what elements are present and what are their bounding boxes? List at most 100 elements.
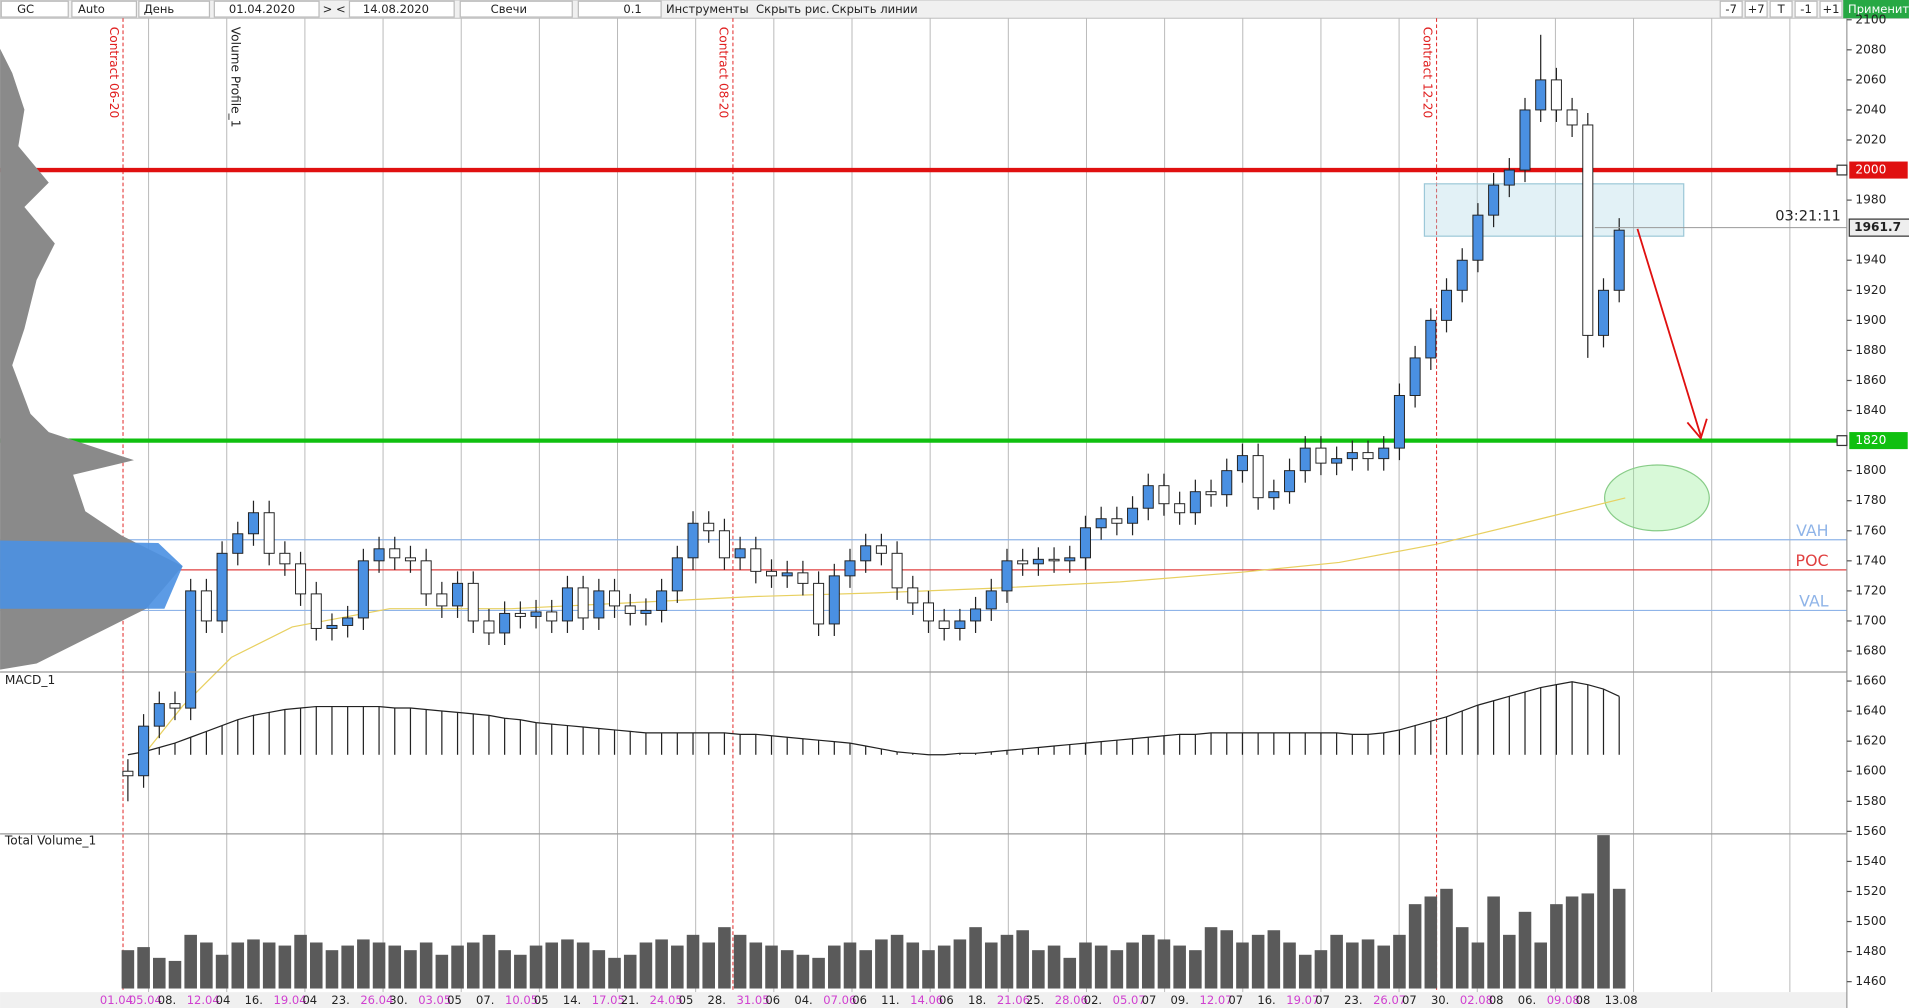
- hide-lines-button[interactable]: Скрыть линии: [832, 2, 918, 16]
- hide-drawings-button[interactable]: Скрыть рис.: [756, 2, 830, 16]
- step-button[interactable]: [1769, 0, 1793, 18]
- step-button-label[interactable]: -1: [1800, 2, 1812, 16]
- volume-bar: [1471, 942, 1485, 989]
- nav-buttons[interactable]: > <: [323, 2, 346, 16]
- candle-body: [954, 620, 966, 629]
- date-label: 30.: [389, 993, 407, 1007]
- period-field[interactable]: [138, 0, 211, 18]
- candle-body: [263, 512, 275, 554]
- volume-bar: [466, 942, 480, 989]
- candle-body: [985, 590, 997, 610]
- date-label: 28.: [708, 993, 726, 1007]
- candle-body: [844, 560, 856, 577]
- y-tick-label: 2080: [1855, 42, 1886, 56]
- step-button[interactable]: [1794, 0, 1818, 18]
- date-label: 11.: [881, 993, 899, 1007]
- candle-body: [436, 593, 448, 607]
- step-button[interactable]: [1744, 0, 1768, 18]
- macd-line: [127, 681, 1620, 756]
- volume-bar: [702, 942, 715, 989]
- date-label: 02.: [1084, 993, 1102, 1007]
- date-label: 23.: [331, 993, 349, 1007]
- profile-level-label: VAH: [1796, 521, 1829, 540]
- candle-body: [1001, 560, 1013, 592]
- volume-bar: [890, 934, 904, 989]
- mode: Auto: [78, 2, 105, 16]
- step-button-label[interactable]: -7: [1725, 2, 1737, 16]
- candle-body: [1189, 491, 1201, 514]
- y-tick-label: 1940: [1855, 253, 1886, 267]
- date-label: 06: [852, 993, 867, 1007]
- last-price-bg: [1848, 218, 1909, 237]
- y-tick-label: 2040: [1855, 102, 1886, 116]
- volume-bar: [498, 950, 511, 989]
- volume-bar: [1361, 939, 1375, 989]
- volume-bar: [906, 942, 920, 989]
- candle-body: [938, 620, 950, 629]
- candle-body: [828, 575, 840, 625]
- candle-body: [1064, 557, 1076, 562]
- date-label: 26.07: [1373, 993, 1406, 1007]
- from-field[interactable]: [213, 0, 320, 18]
- volume-bar: [1518, 911, 1532, 989]
- candle-body: [1519, 109, 1531, 171]
- candle-body: [577, 587, 589, 619]
- style-field[interactable]: [459, 0, 573, 18]
- date-label: 07.: [476, 993, 494, 1007]
- tools-button[interactable]: Инструменты: [666, 2, 749, 16]
- volume-bar: [1377, 945, 1391, 989]
- volume-bar: [1330, 934, 1343, 989]
- volume-bar: [1455, 927, 1469, 989]
- candle-body: [750, 548, 762, 572]
- candle-body: [389, 548, 401, 559]
- y-tick-label: 1720: [1855, 583, 1886, 597]
- volume-bar: [153, 957, 166, 989]
- apply-button-bg[interactable]: [1843, 0, 1909, 19]
- step-button-label[interactable]: T: [1777, 2, 1786, 16]
- step-field[interactable]: [577, 0, 662, 18]
- candle-body: [169, 703, 181, 709]
- volume-bar: [1126, 942, 1139, 989]
- candle-body: [970, 608, 982, 622]
- step-button[interactable]: [1719, 0, 1743, 18]
- to-field[interactable]: [348, 0, 455, 18]
- candle-body: [907, 587, 919, 604]
- volume-bar: [796, 954, 810, 989]
- date-label: 17.05: [592, 993, 625, 1007]
- candle-body: [1221, 470, 1233, 496]
- volume-bar: [922, 950, 935, 989]
- y-tick-label: 1660: [1855, 674, 1886, 688]
- step-button-label[interactable]: +7: [1748, 2, 1765, 16]
- candle-body: [326, 624, 338, 629]
- candle-body: [232, 533, 244, 554]
- candle-body: [1032, 558, 1044, 565]
- candle-body: [357, 560, 369, 619]
- candle-body: [1299, 447, 1311, 472]
- contract-label: Contract 12-20: [1420, 27, 1434, 118]
- date-label: 26.04: [360, 993, 393, 1007]
- volume-bar: [247, 939, 260, 989]
- mode-field[interactable]: [71, 0, 138, 18]
- candle-body: [1127, 507, 1139, 524]
- candle-body: [1346, 452, 1358, 460]
- volume-bar: [325, 950, 339, 989]
- volume-bar: [1110, 950, 1124, 989]
- date-label: 05.07: [1113, 993, 1146, 1007]
- candle-body: [1236, 455, 1248, 472]
- volume-bar: [545, 942, 559, 989]
- candle-body: [200, 590, 212, 622]
- candle-body: [1566, 109, 1578, 126]
- apply-button[interactable]: Применить: [1848, 2, 1909, 16]
- volume-bar: [1000, 934, 1014, 989]
- date-label: 14.06: [910, 993, 943, 1007]
- volume-bar: [655, 939, 668, 989]
- candle-body: [1582, 124, 1594, 336]
- toolbar: GC Auto День 01.04.2020 > < 14.08.2020 С…: [0, 0, 1909, 19]
- volume-bar: [184, 934, 197, 989]
- step-button[interactable]: [1819, 0, 1843, 18]
- volume-bar: [1063, 957, 1077, 989]
- symbol-field[interactable]: [0, 0, 69, 18]
- volume-bar: [451, 945, 464, 989]
- step-button-label[interactable]: +1: [1823, 2, 1840, 16]
- macd-title: MACD_1: [5, 673, 55, 687]
